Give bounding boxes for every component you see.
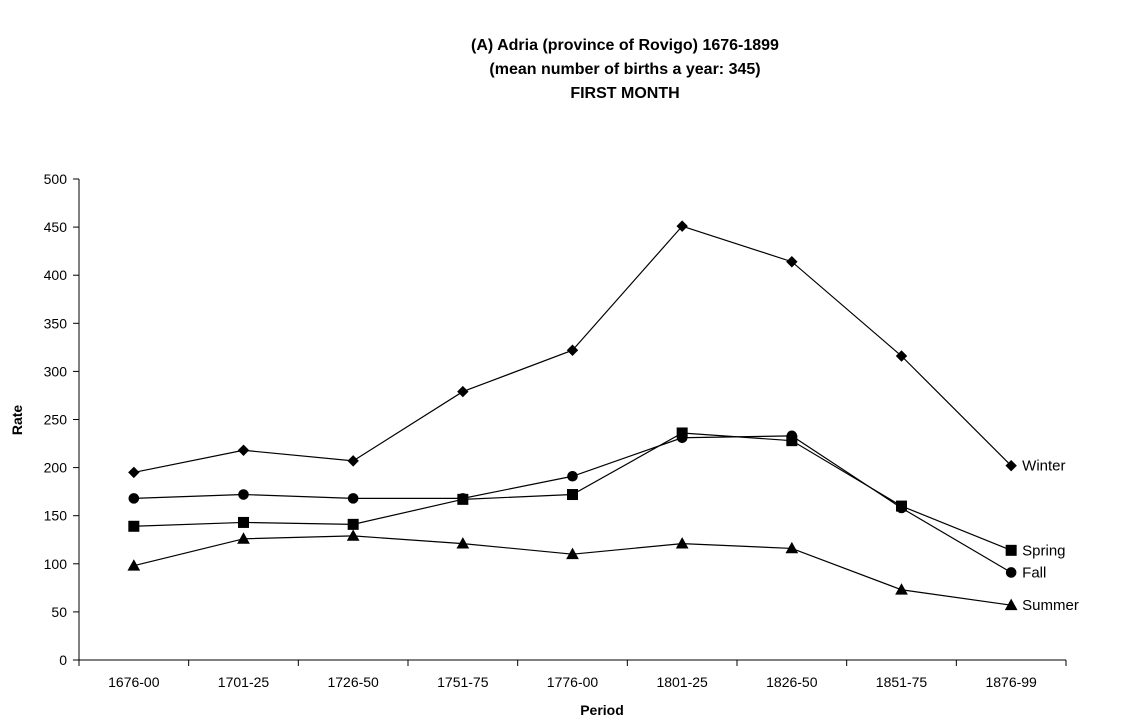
series-summer: Summer [127,529,1079,614]
y-tick-label: 200 [44,460,68,476]
data-point-fall [896,502,907,514]
data-point-summer [895,583,908,595]
axes [78,179,1066,661]
data-point-winter [128,466,140,479]
data-point-winter [1005,459,1017,472]
chart-title: (A) Adria (province of Rovigo) 1676-1899… [471,37,779,102]
y-axis-title: Rate [9,405,25,436]
data-point-fall [457,493,469,504]
x-tick-label: 1776-00 [547,674,599,690]
series-winter: Winter [128,220,1066,479]
data-point-spring [128,520,140,532]
data-point-spring [1005,544,1017,556]
data-point-summer [127,559,141,571]
y-tick-label: 350 [44,315,68,331]
data-point-winter [676,220,688,232]
data-point-winter [786,256,798,268]
x-axis-title: Period [580,702,624,718]
x-tick-label: 1726-50 [327,674,379,690]
data-point-summer [237,532,250,544]
y-tick-label: 500 [44,171,68,187]
data-point-summer [675,537,689,549]
data-point-fall [1005,567,1017,578]
x-tick-label: 1701-25 [218,674,270,690]
y-tick-label: 150 [44,508,68,524]
x-tick-label: 1751-75 [437,674,489,690]
data-point-winter [566,344,579,356]
data-point-summer [456,537,470,549]
data-point-fall [128,493,140,504]
data-point-spring [238,516,249,528]
y-tick-label: 300 [44,363,68,379]
y-tick-label: 50 [51,604,67,620]
data-point-spring [347,518,359,530]
series-fall: Fall [128,430,1046,581]
y-tick-label: 400 [44,267,68,283]
series-label-spring: Spring [1022,542,1065,559]
x-tick-label: 1876-99 [985,674,1037,690]
data-point-fall [567,470,578,482]
y-tick-label: 250 [44,412,68,428]
chart-title-line-1: (A) Adria (province of Rovigo) 1676-1899 [471,37,779,54]
series-group: Winter Spring Fall Summer [127,220,1079,614]
data-point-summer [785,541,799,554]
data-point-winter [457,385,469,398]
y-tick-label: 450 [44,219,68,235]
data-point-spring [567,489,578,501]
data-point-winter [895,350,908,362]
data-point-fall [238,489,249,500]
x-tick-label: 1801-25 [656,674,708,690]
data-point-winter [347,455,359,467]
data-point-summer [566,547,579,560]
series-label-winter: Winter [1022,458,1065,475]
data-point-fall [676,432,688,444]
y-axis-ticks: 0 50 100 150 200 250 300 350 400 450 500 [44,171,79,668]
data-point-winter [237,444,250,456]
x-tick-label: 1676-00 [108,674,160,690]
x-axis-ticks: 1676-00 1701-25 1726-50 1751-75 1776-00 1801-… [78,660,1067,690]
x-tick-label: 1851-75 [876,674,928,690]
data-point-fall [786,430,798,442]
series-label-fall: Fall [1022,564,1046,581]
y-tick-label: 100 [44,556,68,572]
data-point-summer [1004,598,1018,611]
series-line-summer [133,535,1012,606]
series-label-summer: Summer [1022,597,1079,614]
data-point-summer [346,529,360,541]
data-point-fall [347,493,359,504]
chart-title-line-3: FIRST MONTH [570,85,679,102]
x-tick-label: 1826-50 [766,674,818,690]
chart-title-line-2: (mean number of births a year: 345) [489,61,760,78]
series-spring: Spring [128,427,1066,559]
y-tick-label: 0 [59,652,67,668]
